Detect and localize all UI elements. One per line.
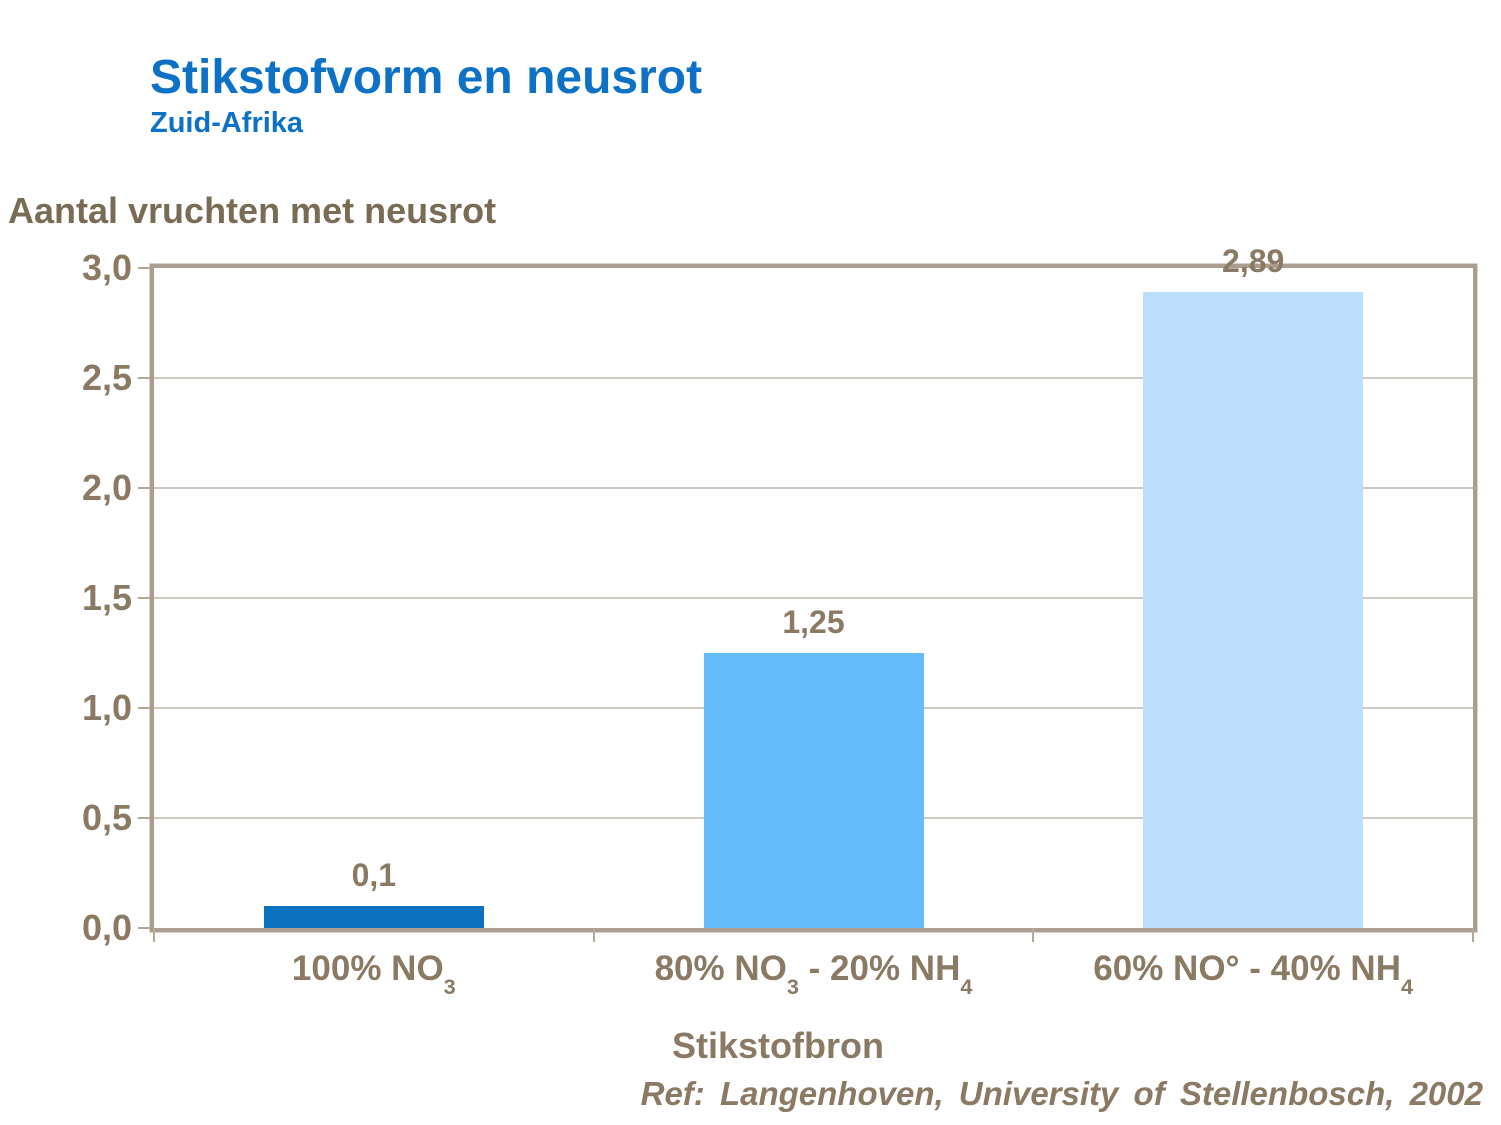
x-category-label: 100% NO3 (291, 949, 456, 1000)
y-tick-label: 0,0 (81, 907, 132, 948)
y-tick-label: 0,5 (81, 797, 132, 838)
y-tick-mark (138, 597, 150, 599)
y-tick-mark (138, 487, 150, 489)
x-tick-mark (1032, 928, 1035, 942)
y-axis-title: Aantal vruchten met neusrot (8, 190, 497, 231)
y-tick-label: 1,5 (81, 577, 132, 618)
bar-value-label: 0,1 (351, 857, 397, 893)
bar (263, 906, 484, 928)
gridline (154, 377, 1473, 379)
y-tick-mark (138, 927, 150, 929)
y-tick-label: 3,0 (81, 247, 132, 288)
x-tick-mark (153, 928, 155, 942)
y-tick-mark (138, 377, 150, 379)
subscript: 3 (786, 974, 799, 1000)
bar-value-label: 1,25 (782, 604, 845, 640)
bar (703, 653, 924, 928)
x-tick-mark (1472, 928, 1474, 942)
y-tick-label: 2,0 (81, 467, 132, 508)
y-tick-mark (138, 267, 150, 269)
bar-value-label: 2,89 (1222, 243, 1285, 280)
x-axis-title: Stikstofbron (672, 1025, 884, 1066)
gridline (154, 597, 1473, 599)
y-tick-label: 2,5 (81, 357, 132, 398)
bar (1143, 292, 1364, 928)
y-tick-mark (138, 817, 150, 819)
y-tick-mark (138, 707, 150, 709)
subscript: 4 (1400, 974, 1414, 1000)
x-tick-mark (592, 928, 595, 942)
subscript: 3 (443, 974, 456, 1000)
x-category-label: 80% NO3 - 20% NH4 (654, 949, 973, 1000)
x-category-label: 60% NO° - 40% NH4 (1093, 949, 1414, 1000)
slide-title: Stikstofvorm en neusrot (150, 51, 703, 104)
y-tick-label: 1,0 (81, 687, 132, 728)
subscript: 4 (960, 974, 973, 1000)
gridline (154, 487, 1473, 489)
reference-text: Ref: Langenhoven, University of Stellenb… (640, 1075, 1483, 1112)
slide-subtitle: Zuid-Afrika (150, 107, 304, 139)
